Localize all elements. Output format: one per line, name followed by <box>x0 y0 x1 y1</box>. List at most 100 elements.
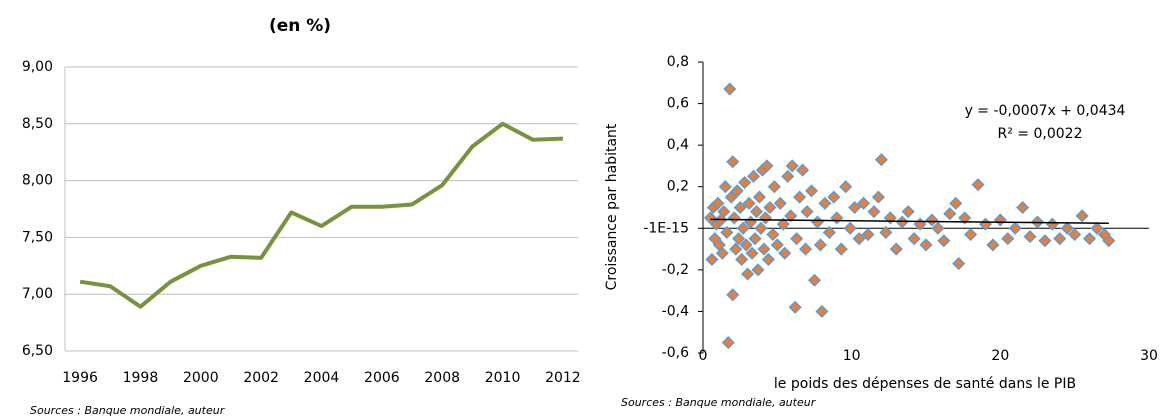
point <box>815 304 829 318</box>
point <box>971 178 985 192</box>
x-tick-label: 2010 <box>485 370 521 386</box>
x-tick-label: 2000 <box>183 370 219 386</box>
point <box>949 196 963 210</box>
point <box>883 211 897 225</box>
point <box>739 238 753 252</box>
point <box>867 205 881 219</box>
point <box>993 213 1007 227</box>
x-tick-label: 0 <box>699 348 708 364</box>
y-tick-label: 0,4 <box>667 137 689 153</box>
annotation: y = -0,0007x + 0,0434 <box>965 103 1126 119</box>
point <box>839 180 853 194</box>
x-tick-label: 2012 <box>545 370 581 386</box>
point <box>830 211 844 225</box>
point <box>711 196 725 210</box>
point <box>889 242 903 256</box>
point <box>796 163 810 177</box>
point <box>895 215 909 229</box>
y-tick-label: 7,00 <box>22 286 53 302</box>
point <box>861 227 875 242</box>
point <box>871 190 885 204</box>
point <box>807 273 822 287</box>
x-tick-label: 1998 <box>123 370 159 386</box>
point <box>767 180 781 194</box>
point <box>810 215 825 229</box>
y-tick-label: 7,50 <box>22 229 53 245</box>
point <box>1001 232 1015 246</box>
x-tick-label: 10 <box>843 348 861 364</box>
point <box>1023 230 1037 244</box>
point <box>720 225 734 240</box>
y-tick-label: -0,4 <box>662 303 689 319</box>
point <box>874 153 888 167</box>
point <box>746 169 761 183</box>
y-tick-label: 0,2 <box>667 179 689 195</box>
point <box>827 190 841 204</box>
point <box>721 336 735 350</box>
point <box>723 82 737 96</box>
x-tick-label: 30 <box>1140 348 1158 364</box>
annotation: R² = 0,0022 <box>998 126 1083 142</box>
x-tick-label: 20 <box>991 348 1009 364</box>
point <box>733 200 747 215</box>
y-tick-label: -0,6 <box>662 345 689 361</box>
point <box>736 221 750 235</box>
trendline <box>710 218 1109 224</box>
x-tick-label: 2006 <box>364 370 400 386</box>
point <box>822 225 836 240</box>
point <box>717 205 731 219</box>
point <box>703 211 717 225</box>
y-axis-label: Croissance par habitant <box>604 123 620 290</box>
point <box>952 257 966 271</box>
y-tick-label: 8,00 <box>22 173 53 189</box>
point <box>879 225 893 240</box>
y-tick-label: -1E-15 <box>643 220 689 236</box>
point <box>804 184 819 198</box>
point <box>818 196 832 210</box>
point <box>718 180 732 194</box>
x-tick-label: 2008 <box>424 370 460 386</box>
point <box>813 238 828 252</box>
x-tick-label: 2002 <box>243 370 279 386</box>
point <box>705 252 719 267</box>
point <box>773 196 787 210</box>
point <box>754 221 768 235</box>
chart-title: (en %) <box>269 16 331 36</box>
y-tick-label: 8,50 <box>22 116 53 132</box>
point <box>964 227 978 242</box>
x-tick-label: 1996 <box>62 370 98 386</box>
point <box>919 238 933 252</box>
point <box>729 242 743 256</box>
point <box>778 246 792 260</box>
point <box>784 209 798 223</box>
point <box>1053 232 1067 246</box>
y-tick-label: 0,6 <box>667 96 689 112</box>
source: Sources : Banque mondiale, auteur <box>621 396 817 409</box>
point <box>715 246 729 260</box>
point <box>749 205 764 219</box>
point <box>752 190 767 204</box>
point <box>1102 234 1116 248</box>
point <box>1008 221 1022 235</box>
point <box>751 263 765 277</box>
point <box>735 252 749 267</box>
point <box>758 211 773 225</box>
point <box>901 205 915 219</box>
point <box>843 221 857 235</box>
point <box>788 300 802 314</box>
point <box>834 242 848 256</box>
point <box>748 232 762 246</box>
point <box>1068 227 1082 242</box>
point <box>856 196 871 210</box>
point <box>741 267 755 281</box>
y-tick-label: 6,50 <box>22 343 53 359</box>
point <box>1016 200 1030 215</box>
source: Sources : Banque mondiale, auteur <box>30 404 226 417</box>
point <box>943 207 957 221</box>
point <box>1038 234 1052 248</box>
point <box>1082 232 1097 246</box>
point <box>986 238 1000 252</box>
point <box>763 200 777 215</box>
point <box>790 232 804 246</box>
